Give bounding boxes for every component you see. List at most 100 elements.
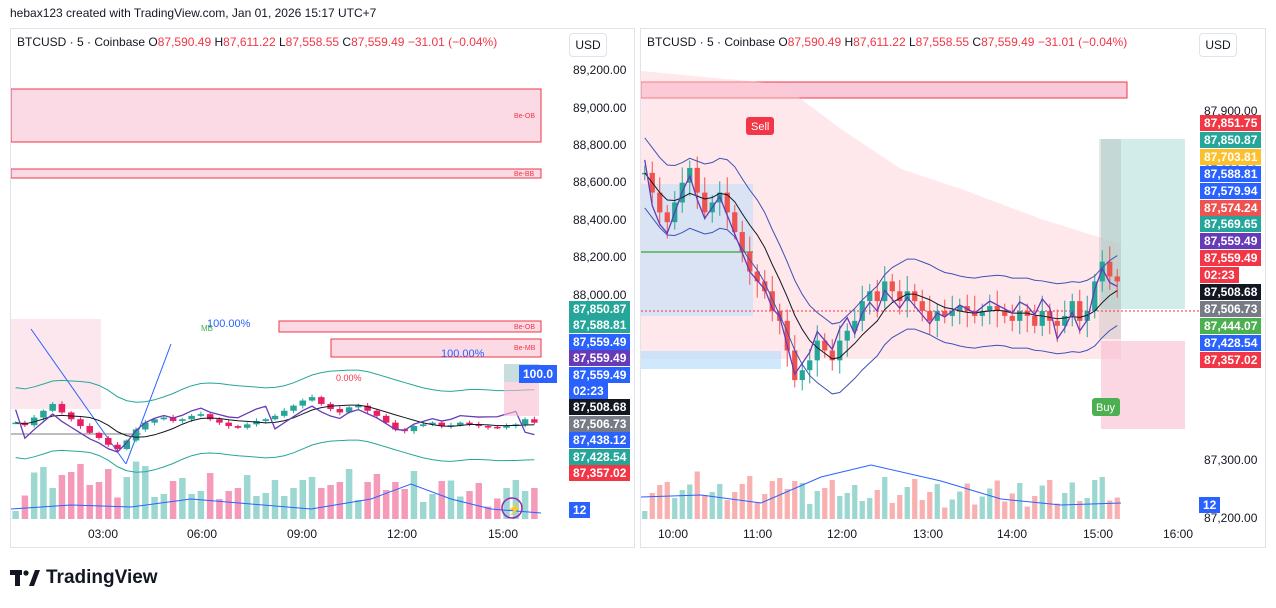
candle-body xyxy=(1062,315,1068,326)
price-badge: 87,850.87 xyxy=(1200,131,1262,148)
close-label: C xyxy=(972,35,982,49)
volume-bar xyxy=(308,477,316,519)
candle-body xyxy=(142,422,149,430)
volume-bar xyxy=(86,485,93,519)
candle-body xyxy=(874,291,880,302)
volume-bar xyxy=(904,487,910,519)
volume-bar xyxy=(345,469,353,519)
volume-bar xyxy=(503,488,510,519)
volume-bar xyxy=(197,491,205,519)
candle-body xyxy=(40,410,47,418)
right-chart-canvas: Sell Buy xyxy=(641,71,1201,519)
price-badge: 87,559.49 xyxy=(569,366,631,383)
chart-caption: hebax123 created with TradingView.com, J… xyxy=(10,6,377,20)
candle-body xyxy=(243,424,251,428)
candle-body xyxy=(904,291,910,302)
currency-button[interactable]: USD xyxy=(569,33,607,57)
volume-bar xyxy=(475,483,483,519)
sell-signal-marker xyxy=(746,117,774,135)
volume-bar xyxy=(271,480,279,519)
low-value: 87,558.55 xyxy=(285,35,340,49)
time-axis-label: 15:00 xyxy=(1083,527,1114,541)
price-axis-label: 87,900.00 xyxy=(1204,104,1258,118)
fib-label-a: 100.00% xyxy=(207,318,251,330)
tradingview-logo[interactable]: TradingView xyxy=(10,566,158,590)
candle-body xyxy=(271,415,279,420)
candle-body xyxy=(754,271,760,282)
volume-bar xyxy=(299,480,307,519)
alert-icon-glyph: ⚡ xyxy=(507,502,522,516)
volume-bar xyxy=(1032,496,1038,519)
volume-bar xyxy=(672,498,678,519)
moving-average-line xyxy=(15,404,535,438)
price-badge: 87,438.12 xyxy=(569,432,631,449)
trend-line-b xyxy=(125,343,172,465)
price-badge: 87,588.81 xyxy=(569,317,631,334)
candle-body xyxy=(837,340,843,361)
volume-bar xyxy=(762,494,768,519)
be-ob-zone xyxy=(11,88,542,143)
volume-bar xyxy=(457,496,464,519)
candle-body xyxy=(188,415,195,420)
volume-bar xyxy=(30,472,38,519)
currency-button[interactable]: USD xyxy=(1199,33,1237,57)
change-value: −31.01 (−0.04%) xyxy=(407,35,498,49)
price-axis-label: 87,300.00 xyxy=(1204,453,1258,467)
volume-bar xyxy=(1054,503,1060,519)
candle-body xyxy=(889,281,895,292)
price-badge: 87,851.75 xyxy=(1200,115,1262,131)
volume-bar xyxy=(401,489,408,519)
candle-body xyxy=(521,419,529,425)
candle-body xyxy=(769,291,775,311)
volume-bar xyxy=(927,492,933,519)
symbol-label: BTCUSD · 5 · Coinbase xyxy=(647,35,776,49)
left-chart-panel[interactable]: BTCUSD · 5 · Coinbase O87,590.49 H87,611… xyxy=(10,28,635,548)
price-badge: 87,559.49 xyxy=(1200,233,1262,250)
volume-bar xyxy=(151,497,158,519)
candle-body xyxy=(1039,311,1045,326)
time-axis-label: 10:00 xyxy=(658,527,689,541)
volume-bar xyxy=(784,489,790,519)
right-chart-panel[interactable]: BTCUSD · 5 · Coinbase O87,590.49 H87,611… xyxy=(640,28,1266,548)
time-axis-label: 09:00 xyxy=(287,527,318,541)
volume-bar xyxy=(21,495,29,519)
volume-bar xyxy=(123,477,131,519)
grey-shade xyxy=(1099,139,1121,339)
volume-bar xyxy=(58,475,66,519)
volume-bar xyxy=(438,481,445,519)
candle-body xyxy=(1077,301,1083,321)
candle-body xyxy=(160,417,168,420)
candle-body xyxy=(475,424,483,427)
low-value: 87,558.55 xyxy=(915,35,970,49)
volume-bar xyxy=(521,491,529,519)
time-axis-label: 16:00 xyxy=(1163,527,1194,541)
volume-bar xyxy=(531,488,538,519)
price-badge: 87,703.81 xyxy=(1200,148,1262,165)
tradingview-logo-icon xyxy=(10,570,40,586)
volume-bar xyxy=(934,484,940,519)
close-label: C xyxy=(342,35,352,49)
candle-body xyxy=(927,311,933,321)
volume-bar xyxy=(957,491,963,519)
volume-bar xyxy=(792,481,798,519)
be-mb-label: Be-MB xyxy=(514,345,536,352)
volume-ma-line-left xyxy=(11,483,542,514)
volume-bar xyxy=(979,496,985,519)
open-label: O xyxy=(778,35,788,49)
candle-body xyxy=(814,340,820,361)
volume-bar xyxy=(132,461,140,519)
candle-body xyxy=(410,426,418,432)
candle-body xyxy=(123,440,131,449)
volume-bar xyxy=(664,482,670,519)
high-label: H xyxy=(844,35,854,49)
volume-bar xyxy=(739,484,745,519)
volume-bar xyxy=(844,493,850,519)
price-axis-label: 88,200.00 xyxy=(573,250,627,264)
be-bb-zone xyxy=(11,168,542,179)
price-axis-label: 89,000.00 xyxy=(573,101,627,115)
candle-body xyxy=(867,291,873,302)
volume-bar xyxy=(829,480,835,519)
sell-signal-label: Sell xyxy=(751,121,769,133)
candle-body xyxy=(345,407,353,413)
candle-body xyxy=(49,403,56,411)
